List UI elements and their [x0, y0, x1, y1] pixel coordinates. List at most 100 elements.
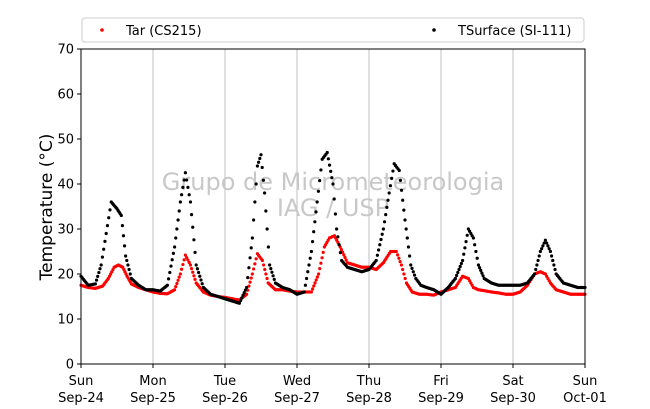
data-point [390, 176, 394, 180]
data-point [546, 244, 550, 248]
data-point [479, 268, 483, 272]
data-point [553, 267, 557, 272]
data-point [252, 218, 256, 222]
data-point [263, 191, 267, 195]
data-point [381, 227, 385, 231]
data-point [333, 212, 337, 216]
data-point [126, 263, 130, 267]
data-point [197, 270, 201, 275]
data-point [545, 241, 549, 245]
x-tick-label-date: Sep-30 [490, 391, 536, 406]
data-point [100, 255, 105, 259]
data-point [175, 227, 179, 231]
data-point [243, 288, 247, 292]
data-point [255, 164, 259, 168]
data-point [272, 277, 276, 281]
data-point [325, 150, 329, 155]
x-tick-label-day: Sun [69, 374, 94, 389]
y-tick-label: 50 [57, 133, 74, 148]
y-tick-label: 0 [66, 358, 74, 373]
data-point [127, 267, 131, 272]
x-tick-label-date: Sep-25 [130, 391, 176, 406]
data-point [252, 267, 256, 271]
data-point [382, 220, 387, 224]
data-point [97, 270, 101, 275]
data-point [253, 262, 257, 266]
data-point [396, 253, 400, 257]
data-point [260, 258, 265, 263]
data-point [399, 188, 404, 192]
data-point [200, 282, 204, 286]
x-tick-label-day: Fri [433, 374, 449, 389]
data-point [305, 276, 309, 281]
data-point [174, 236, 178, 240]
data-point [313, 281, 317, 285]
data-point [185, 255, 189, 260]
data-point [107, 216, 111, 220]
data-point [103, 239, 107, 243]
data-point [254, 182, 258, 186]
data-point [183, 253, 187, 257]
y-tick-label: 30 [57, 223, 74, 238]
legend-label-tsurface: TSurface (SI-111) [457, 24, 571, 39]
data-point [317, 272, 321, 276]
data-point [312, 284, 316, 288]
data-point [402, 208, 406, 212]
data-point [327, 163, 332, 167]
data-point [181, 185, 185, 189]
data-point [264, 272, 268, 276]
data-point [475, 256, 479, 260]
data-point [473, 243, 477, 247]
data-point [457, 267, 461, 272]
data-point [122, 244, 127, 248]
data-point [551, 258, 555, 263]
data-point [313, 220, 317, 224]
data-point [312, 230, 316, 234]
y-tick-label: 70 [57, 43, 74, 58]
data-point [199, 278, 203, 282]
data-point [533, 272, 537, 276]
data-point [319, 168, 323, 172]
data-point [249, 246, 253, 250]
data-point [338, 251, 342, 255]
data-point [187, 260, 191, 265]
data-point [266, 245, 270, 249]
data-point [464, 240, 468, 244]
data-point [263, 267, 267, 272]
data-point [104, 231, 108, 236]
data-point [397, 168, 401, 173]
data-point [410, 266, 414, 270]
data-point [385, 205, 389, 209]
data-point [94, 278, 99, 282]
data-point [330, 176, 334, 180]
data-point [465, 233, 469, 237]
data-point [177, 275, 181, 279]
data-point [309, 249, 313, 254]
data-point [542, 241, 546, 245]
data-point [264, 209, 268, 213]
data-point [302, 290, 306, 294]
data-point [480, 271, 484, 275]
data-point [316, 189, 321, 193]
data-point [310, 240, 315, 244]
data-point [311, 287, 315, 291]
data-point [242, 291, 246, 295]
data-point [391, 169, 395, 173]
data-point [241, 293, 245, 297]
data-point [168, 270, 172, 275]
x-tick-label-day: Wed [283, 374, 311, 389]
data-point [271, 274, 275, 278]
data-point [411, 270, 415, 274]
data-point [541, 244, 545, 248]
data-point [535, 263, 539, 267]
data-point [239, 299, 243, 303]
y-tick-label: 60 [57, 88, 74, 103]
data-point [108, 208, 112, 212]
data-point [384, 213, 388, 217]
data-point [332, 197, 336, 201]
data-point [374, 258, 378, 263]
data-point [307, 263, 311, 267]
data-point [406, 245, 411, 249]
data-point [343, 255, 347, 260]
data-point [98, 267, 102, 271]
